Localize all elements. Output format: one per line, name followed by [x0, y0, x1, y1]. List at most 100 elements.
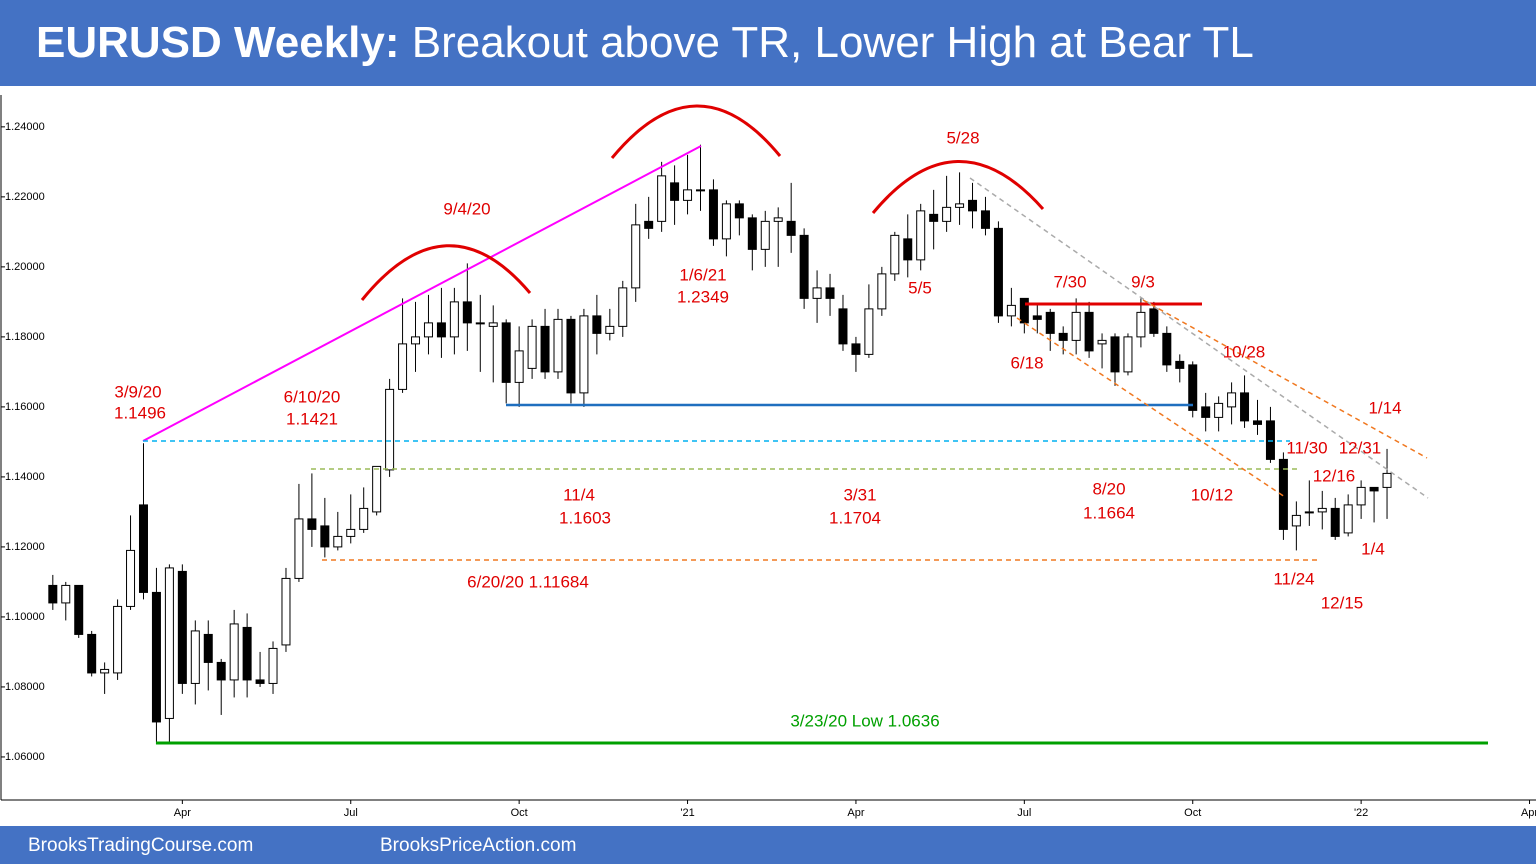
candle-body — [359, 507, 369, 530]
candle-body — [1175, 360, 1185, 369]
candle-body — [553, 318, 563, 373]
header-bar — [0, 0, 1536, 86]
candle-body — [631, 224, 641, 289]
candle-body — [423, 322, 433, 338]
y-tick-label: 1.08000 — [5, 681, 45, 693]
x-tick-label: Jul — [1017, 807, 1031, 819]
candle-body — [514, 350, 524, 383]
annotation: 6/18 — [1010, 353, 1043, 372]
trend-line — [969, 177, 1429, 499]
candle-body — [1252, 420, 1262, 425]
candle-body — [1110, 336, 1120, 373]
candle-body — [190, 630, 200, 684]
candle-body — [177, 570, 187, 684]
candle-body — [1045, 311, 1055, 334]
candle-body — [838, 308, 848, 345]
y-tick-label: 1.14000 — [5, 471, 45, 483]
candle-body — [527, 325, 537, 369]
candle-body — [605, 325, 615, 334]
x-tick-label: Oct — [1184, 807, 1201, 819]
candle-body — [760, 220, 770, 250]
candle-body — [980, 210, 990, 229]
candle-body — [346, 528, 356, 537]
candle-body — [708, 189, 718, 240]
candle-body — [799, 234, 809, 299]
candle-body — [540, 325, 550, 373]
candle-body — [449, 301, 459, 338]
y-tick-label: 1.22000 — [5, 191, 45, 203]
x-tick-label: Jul — [344, 807, 358, 819]
annotation: 7/30 — [1053, 272, 1086, 291]
candle-body — [398, 343, 408, 390]
candle-body — [1317, 507, 1327, 513]
y-tick-label: 1.20000 — [5, 261, 45, 273]
y-tick-label: 1.18000 — [5, 331, 45, 343]
candle-body — [1162, 332, 1172, 366]
candle-body — [786, 220, 796, 236]
annotation: 3/31 — [843, 485, 876, 504]
channel-line — [1142, 299, 1428, 459]
candle-body — [1214, 402, 1224, 418]
candle-body — [683, 189, 693, 201]
annotation: 10/28 — [1223, 342, 1266, 361]
annotation: 9/4/20 — [443, 199, 490, 218]
candle-body — [747, 217, 757, 250]
candle-body — [113, 605, 123, 674]
annotation: 11/30 — [1286, 438, 1327, 457]
candle-body — [255, 679, 265, 684]
candle-body — [644, 220, 654, 229]
arc — [871, 160, 1045, 214]
candle-body — [877, 273, 887, 310]
candle-body — [670, 182, 680, 201]
candle-body — [294, 518, 304, 579]
footer-link: BrooksTradingCourse.com — [28, 835, 253, 856]
candle-body — [1006, 304, 1016, 317]
x-tick-label: Oct — [511, 807, 528, 819]
candle-body — [695, 189, 705, 192]
footer-bar — [0, 826, 1536, 864]
candle-body — [203, 633, 213, 663]
annotation: 1.1496 — [114, 403, 166, 422]
candle-body — [1330, 507, 1340, 537]
candle-body — [216, 661, 226, 681]
annotation: 11/4 — [563, 485, 595, 504]
candle-body — [333, 535, 343, 548]
title-bold: EURUSD Weekly: — [36, 18, 400, 67]
trend-line — [142, 145, 702, 442]
candle-body — [48, 584, 58, 604]
candle-body — [1071, 311, 1081, 341]
candle-body — [1149, 308, 1159, 334]
candle-body — [372, 465, 382, 513]
candle-body — [1084, 311, 1094, 352]
candle-body — [1097, 339, 1107, 345]
x-tick-label: Apr — [1521, 807, 1536, 819]
candle-body — [1188, 364, 1198, 411]
candle-body — [74, 584, 84, 635]
annotation: 11/24 — [1273, 569, 1314, 588]
candle-body — [1240, 392, 1250, 422]
candle-body — [942, 206, 952, 222]
candle-body — [488, 322, 498, 327]
annotation: 1.1664 — [1083, 503, 1135, 522]
annotation: 1/4 — [1361, 539, 1385, 558]
candle-body — [100, 668, 110, 674]
x-tick-label: Apr — [174, 807, 191, 819]
candle-body — [566, 318, 576, 394]
candle-body — [1369, 486, 1379, 492]
candle-body — [501, 322, 511, 383]
candle-body — [1019, 297, 1029, 324]
candle-body — [825, 287, 835, 299]
candle-body — [1291, 514, 1301, 527]
x-tick-label: Apr — [847, 807, 864, 819]
candle-body — [592, 315, 602, 334]
candle-body — [126, 549, 136, 607]
arc — [360, 244, 532, 301]
annotation: 6/20/20 1.11684 — [467, 572, 589, 591]
annotation: 3/9/20 — [114, 382, 161, 401]
annotation: 6/10/20 — [284, 387, 341, 406]
footer-link: BrooksPriceAction.com — [380, 835, 576, 856]
candle-body — [268, 647, 278, 684]
candle-body — [411, 336, 421, 345]
candle-body — [851, 343, 861, 355]
candle-body — [61, 584, 71, 604]
